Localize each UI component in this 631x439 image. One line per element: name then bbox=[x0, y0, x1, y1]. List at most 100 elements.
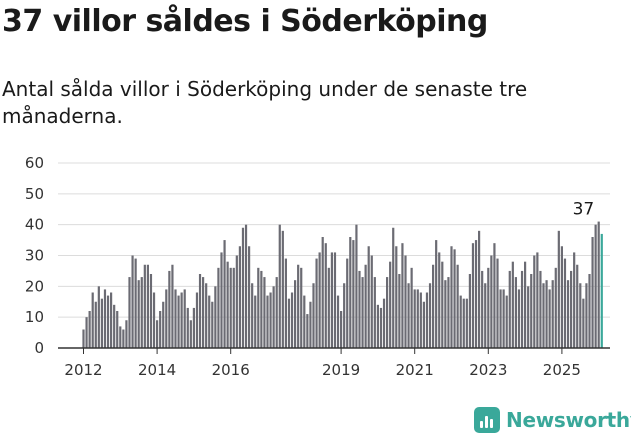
bar bbox=[336, 295, 340, 348]
bar bbox=[241, 227, 245, 348]
bar bbox=[425, 292, 429, 348]
bar bbox=[235, 255, 238, 348]
bar bbox=[189, 320, 192, 348]
bar bbox=[542, 283, 545, 348]
bar bbox=[373, 277, 376, 348]
bar bbox=[137, 280, 140, 348]
bar bbox=[453, 249, 456, 348]
bar bbox=[517, 289, 521, 348]
bar bbox=[244, 224, 248, 348]
bar bbox=[484, 283, 487, 348]
bars bbox=[82, 221, 603, 348]
bar bbox=[113, 304, 116, 348]
bar bbox=[364, 264, 367, 348]
bar bbox=[343, 283, 346, 348]
x-tick-label: 2012 bbox=[64, 361, 102, 379]
bar bbox=[386, 277, 389, 348]
bar bbox=[251, 283, 254, 348]
bar bbox=[85, 317, 88, 348]
bar bbox=[514, 277, 517, 348]
bar bbox=[600, 233, 603, 348]
bar bbox=[551, 280, 554, 348]
bar bbox=[91, 292, 94, 348]
bar bbox=[511, 261, 514, 348]
bar bbox=[333, 252, 337, 348]
bar bbox=[416, 289, 419, 348]
bar bbox=[330, 252, 333, 348]
bar bbox=[508, 270, 511, 348]
bar bbox=[444, 280, 447, 348]
bar bbox=[269, 292, 272, 348]
bar bbox=[441, 261, 444, 348]
bar bbox=[422, 301, 425, 348]
bar bbox=[407, 283, 410, 348]
bar bbox=[499, 289, 502, 348]
bar bbox=[435, 240, 438, 348]
bar bbox=[382, 298, 386, 348]
bar bbox=[478, 230, 481, 348]
bar bbox=[168, 270, 171, 348]
x-tick-label: 2019 bbox=[322, 361, 360, 379]
bar bbox=[505, 295, 508, 348]
bar bbox=[367, 246, 370, 348]
bar bbox=[468, 274, 471, 348]
bar bbox=[573, 252, 576, 348]
bar bbox=[116, 311, 119, 348]
bar bbox=[263, 277, 266, 348]
bar bbox=[318, 252, 321, 348]
bar bbox=[554, 267, 557, 348]
bar bbox=[122, 329, 125, 348]
bar bbox=[119, 326, 122, 348]
bar bbox=[232, 267, 235, 348]
bar bbox=[149, 274, 153, 348]
brand-name: Newsworthy bbox=[506, 408, 631, 432]
y-tick-label: 0 bbox=[34, 339, 44, 357]
bar bbox=[370, 255, 373, 348]
bar bbox=[346, 258, 349, 348]
bar bbox=[456, 264, 459, 348]
bar bbox=[257, 267, 260, 348]
bar bbox=[183, 289, 186, 348]
bar bbox=[306, 314, 309, 348]
bar bbox=[162, 301, 165, 348]
bar bbox=[450, 246, 453, 348]
bar bbox=[447, 277, 450, 348]
bar bbox=[520, 270, 524, 348]
bar bbox=[238, 246, 241, 348]
bar bbox=[487, 267, 490, 348]
bar bbox=[110, 292, 113, 348]
bar bbox=[211, 301, 214, 348]
bar bbox=[254, 295, 257, 348]
bar bbox=[260, 270, 263, 348]
bar bbox=[358, 270, 361, 348]
x-tick-label: 2021 bbox=[396, 361, 434, 379]
y-tick-label: 10 bbox=[25, 308, 44, 326]
y-tick-label: 30 bbox=[25, 247, 44, 265]
bar bbox=[545, 280, 548, 348]
bar bbox=[438, 252, 441, 348]
bar bbox=[202, 277, 205, 348]
bar bbox=[272, 286, 275, 348]
newsworthy-brand: Newsworthy bbox=[474, 407, 631, 433]
bar bbox=[588, 274, 591, 348]
bar bbox=[165, 289, 168, 348]
bar bbox=[287, 298, 291, 348]
bar bbox=[432, 264, 435, 348]
bar bbox=[140, 277, 143, 348]
bar bbox=[226, 261, 229, 348]
x-tick-label: 2023 bbox=[469, 361, 507, 379]
bar bbox=[465, 298, 468, 348]
bar bbox=[591, 237, 594, 348]
bar bbox=[530, 274, 533, 348]
bar bbox=[159, 311, 162, 348]
x-tick-label: 2016 bbox=[212, 361, 250, 379]
bar bbox=[524, 261, 527, 348]
bar-chart: 0 10 20 30 40 50 60 2012 2014 2016 2019 2021 2023 202… bbox=[25, 154, 610, 379]
bar bbox=[404, 255, 407, 348]
chart-title: 37 villor såldes i Söderköping bbox=[2, 4, 488, 39]
bar bbox=[597, 221, 600, 348]
annotation-label: 37 bbox=[573, 200, 595, 220]
bar bbox=[496, 258, 499, 348]
bar bbox=[82, 329, 85, 348]
bar bbox=[171, 264, 174, 348]
